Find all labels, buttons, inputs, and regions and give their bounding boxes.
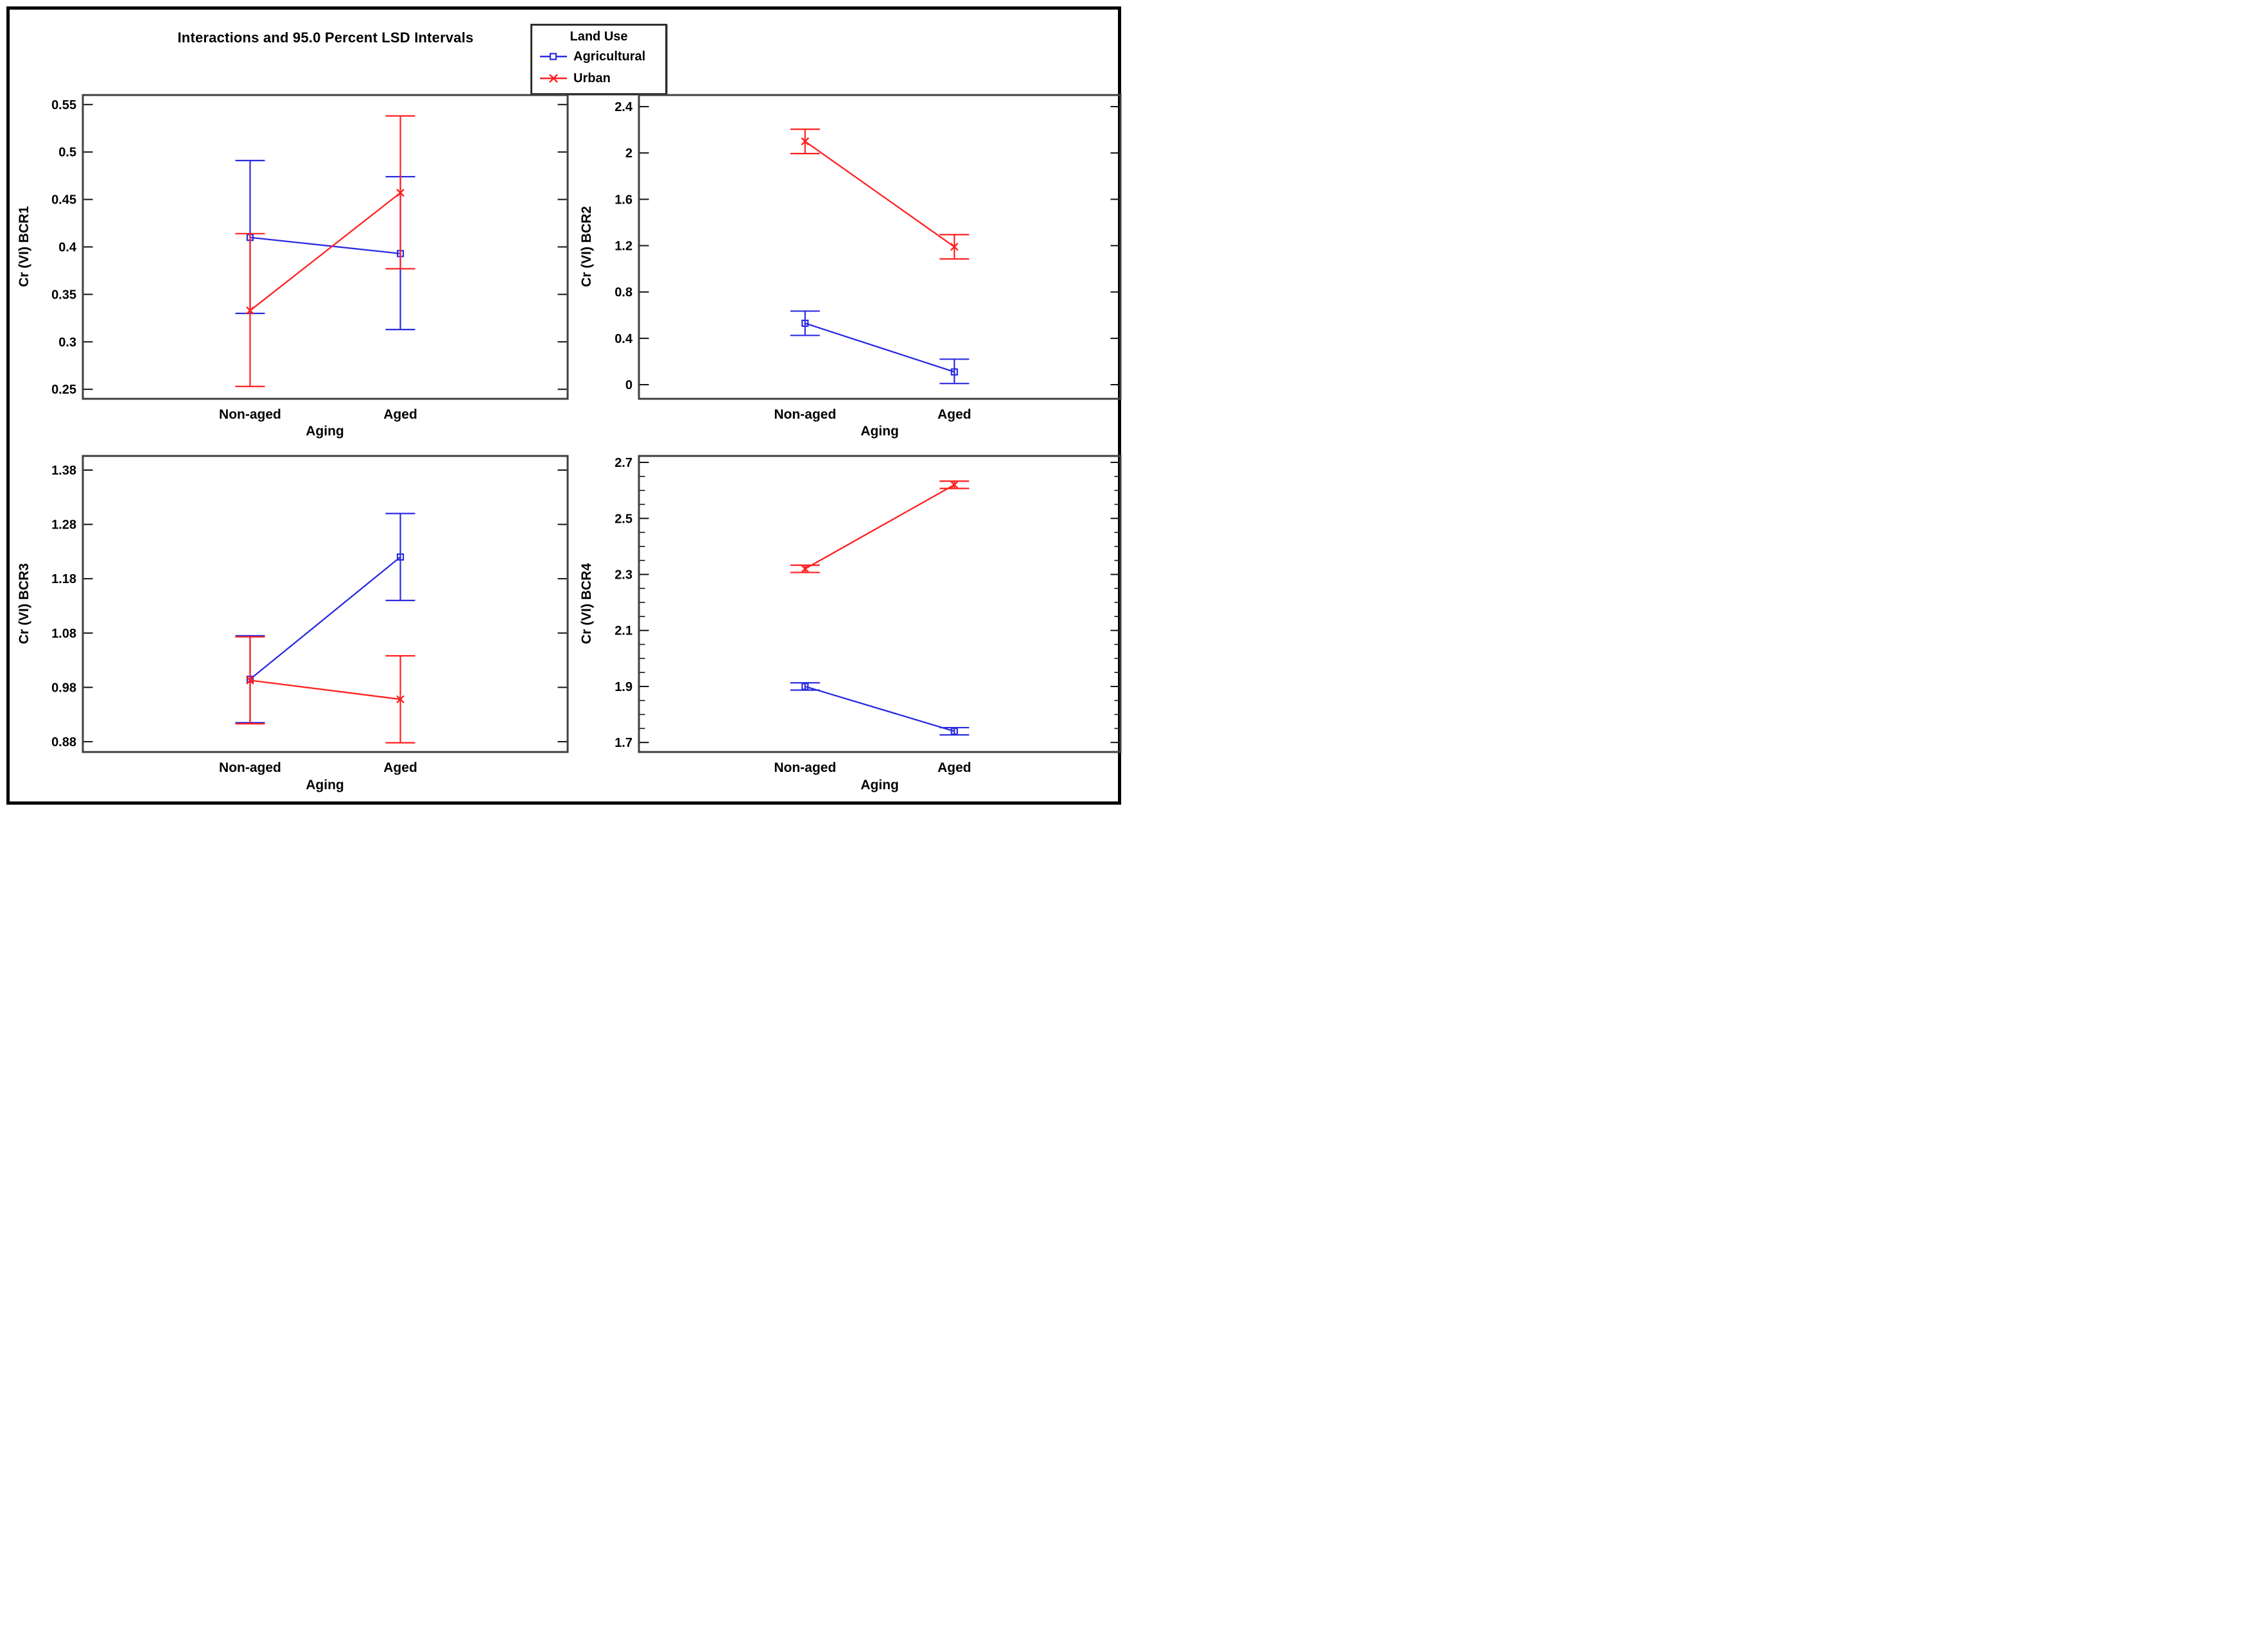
svg-text:1.2: 1.2 bbox=[615, 240, 632, 254]
chart-title: Interactions and 95.0 Percent LSD Interv… bbox=[177, 30, 474, 46]
series-urban bbox=[235, 115, 415, 387]
svg-text:1.08: 1.08 bbox=[51, 627, 76, 641]
x-category-labels: Non-aged Aged bbox=[774, 407, 971, 422]
x-category-labels: Non-aged Aged bbox=[774, 760, 971, 775]
svg-text:1.38: 1.38 bbox=[51, 464, 76, 478]
y-ticks: 1.7 1.9 2.1 2.3 2.5 2.7 bbox=[615, 456, 1120, 750]
legend-label-urban: Urban bbox=[573, 71, 611, 85]
svg-text:2.7: 2.7 bbox=[615, 456, 632, 470]
svg-text:1.9: 1.9 bbox=[615, 680, 632, 694]
svg-text:0: 0 bbox=[625, 378, 632, 392]
svg-text:Aged: Aged bbox=[938, 760, 972, 775]
agricultural-line-marker-icon bbox=[540, 53, 567, 60]
svg-text:Aged: Aged bbox=[938, 407, 972, 422]
x-axis-title-top-left: Aging bbox=[306, 424, 344, 439]
svg-text:1.7: 1.7 bbox=[615, 736, 632, 750]
svg-text:2.4: 2.4 bbox=[615, 100, 633, 114]
svg-text:2.3: 2.3 bbox=[615, 568, 632, 582]
square-marker bbox=[950, 728, 958, 735]
series-agricultural bbox=[235, 512, 415, 724]
legend-box: Land Use Agricultural Urban bbox=[530, 24, 667, 95]
y-axis-title-bcr3: Cr (VI) BCR3 bbox=[17, 563, 31, 645]
series-agricultural bbox=[790, 682, 970, 736]
svg-text:0.8: 0.8 bbox=[615, 286, 632, 300]
y-axis-title-bcr2: Cr (VI) BCR2 bbox=[579, 205, 594, 288]
plot-frame bbox=[82, 455, 569, 753]
svg-text:Non-aged: Non-aged bbox=[774, 407, 836, 422]
svg-text:1.6: 1.6 bbox=[615, 193, 632, 207]
x-axis-title-bottom-left: Aging bbox=[306, 778, 344, 792]
square-marker bbox=[950, 368, 958, 376]
svg-text:0.35: 0.35 bbox=[51, 288, 76, 302]
legend-entry-urban: Urban bbox=[539, 71, 611, 86]
svg-text:0.88: 0.88 bbox=[51, 735, 76, 749]
plot-frame bbox=[638, 94, 1122, 400]
svg-text:0.5: 0.5 bbox=[58, 146, 76, 160]
x-axis-title-top-right: Aging bbox=[860, 424, 899, 439]
urban-line-marker-icon bbox=[540, 74, 567, 83]
svg-text:0.4: 0.4 bbox=[615, 332, 633, 346]
svg-text:Aged: Aged bbox=[383, 760, 417, 775]
svg-text:0.25: 0.25 bbox=[51, 383, 76, 397]
panel-bcr4: 1.7 1.9 2.1 2.3 2.5 2.7 Non-aged Aged bbox=[615, 455, 1122, 775]
series-urban bbox=[790, 128, 970, 260]
x-category-labels: Non-aged Aged bbox=[219, 760, 417, 775]
panel-bcr3: 0.88 0.98 1.08 1.18 1.28 1.38 Non-aged Aged bbox=[51, 455, 569, 775]
svg-text:2: 2 bbox=[625, 146, 632, 161]
svg-text:Non-aged: Non-aged bbox=[219, 760, 281, 775]
svg-text:1.28: 1.28 bbox=[51, 518, 76, 532]
square-marker bbox=[801, 319, 809, 327]
svg-text:0.3: 0.3 bbox=[58, 335, 76, 349]
y-ticks: 0.88 0.98 1.08 1.18 1.28 1.38 bbox=[51, 464, 567, 749]
figure-border bbox=[6, 6, 1121, 805]
chart-canvas: 0.25 0.3 0.35 0.4 0.45 0.5 0.55 Non-aged Aged 0 0.… bbox=[51, 94, 1122, 775]
y-axis-title-bcr4: Cr (VI) BCR4 bbox=[579, 563, 594, 645]
x-category-labels: Non-aged Aged bbox=[219, 407, 417, 422]
svg-text:0.55: 0.55 bbox=[51, 98, 76, 112]
series-agricultural bbox=[235, 159, 415, 331]
svg-text:Aged: Aged bbox=[383, 407, 417, 422]
legend-title: Land Use bbox=[570, 30, 628, 44]
svg-text:1.18: 1.18 bbox=[51, 572, 76, 586]
svg-text:Non-aged: Non-aged bbox=[219, 407, 281, 422]
legend-entry-agricultural: Agricultural bbox=[539, 49, 645, 64]
plot-frame bbox=[82, 94, 569, 400]
series-agricultural bbox=[790, 310, 970, 385]
svg-text:2.5: 2.5 bbox=[615, 512, 632, 526]
svg-text:0.98: 0.98 bbox=[51, 681, 76, 695]
legend-label-agricultural: Agricultural bbox=[573, 49, 646, 64]
x-axis-title-bottom-right: Aging bbox=[860, 778, 899, 792]
svg-text:0.4: 0.4 bbox=[58, 241, 77, 255]
svg-text:2.1: 2.1 bbox=[615, 624, 632, 638]
series-urban bbox=[235, 636, 415, 744]
y-axis-title-bcr1: Cr (VI) BCR1 bbox=[17, 205, 31, 288]
series-urban bbox=[790, 480, 970, 573]
svg-text:0.45: 0.45 bbox=[51, 193, 76, 207]
figure: Interactions and 95.0 Percent LSD Interv… bbox=[0, 0, 1134, 818]
y-ticks: 0 0.4 0.8 1.2 1.6 2 2.4 bbox=[615, 100, 1120, 392]
panel-bcr1: 0.25 0.3 0.35 0.4 0.45 0.5 0.55 Non-aged Aged bbox=[51, 94, 569, 422]
plot-frame bbox=[638, 455, 1122, 753]
square-marker bbox=[396, 553, 405, 561]
y-ticks: 0.25 0.3 0.35 0.4 0.45 0.5 0.55 bbox=[51, 98, 567, 397]
panel-bcr2: 0 0.4 0.8 1.2 1.6 2 2.4 Non-aged Aged bbox=[615, 94, 1122, 422]
svg-text:Non-aged: Non-aged bbox=[774, 760, 836, 775]
square-marker bbox=[801, 683, 809, 690]
